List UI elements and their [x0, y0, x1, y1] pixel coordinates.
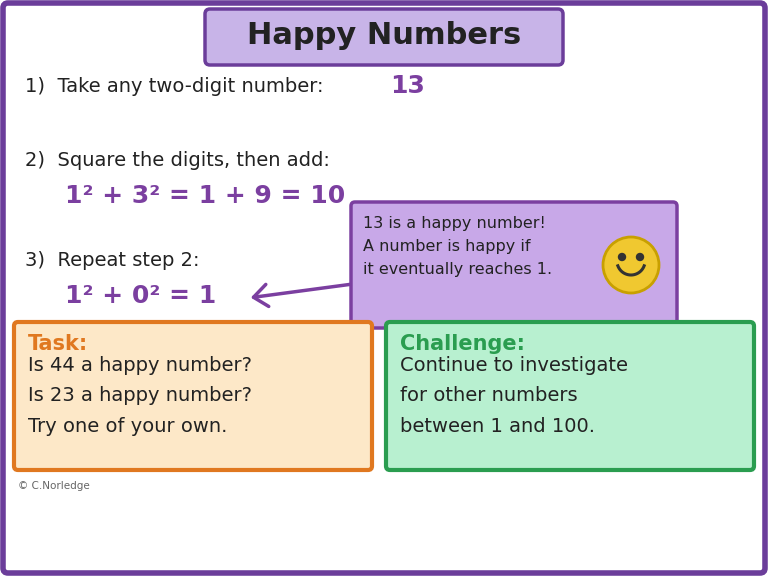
Text: Challenge:: Challenge: — [400, 334, 525, 354]
Text: Task:: Task: — [28, 334, 88, 354]
FancyBboxPatch shape — [351, 202, 677, 328]
FancyBboxPatch shape — [14, 322, 372, 470]
Text: Happy Numbers: Happy Numbers — [247, 21, 521, 50]
Text: 1² + 3² = 1 + 9 = 10: 1² + 3² = 1 + 9 = 10 — [65, 184, 346, 208]
FancyBboxPatch shape — [3, 3, 765, 573]
Text: 13: 13 — [390, 74, 425, 98]
Text: 2)  Square the digits, then add:: 2) Square the digits, then add: — [25, 151, 330, 170]
Text: 3)  Repeat step 2:: 3) Repeat step 2: — [25, 252, 200, 271]
Text: 13 is a happy number!
A number is happy if
it eventually reaches 1.: 13 is a happy number! A number is happy … — [363, 216, 552, 276]
FancyArrowPatch shape — [253, 285, 350, 306]
Circle shape — [637, 253, 644, 260]
Circle shape — [618, 253, 625, 260]
FancyBboxPatch shape — [386, 322, 754, 470]
Text: 1² + 0² = 1: 1² + 0² = 1 — [65, 284, 217, 308]
Text: 1)  Take any two-digit number:: 1) Take any two-digit number: — [25, 77, 323, 96]
Text: © C.Norledge: © C.Norledge — [18, 481, 90, 491]
Text: Is 44 a happy number?
Is 23 a happy number?
Try one of your own.: Is 44 a happy number? Is 23 a happy numb… — [28, 356, 252, 435]
FancyBboxPatch shape — [205, 9, 563, 65]
Text: Continue to investigate
for other numbers
between 1 and 100.: Continue to investigate for other number… — [400, 356, 628, 435]
Circle shape — [603, 237, 659, 293]
